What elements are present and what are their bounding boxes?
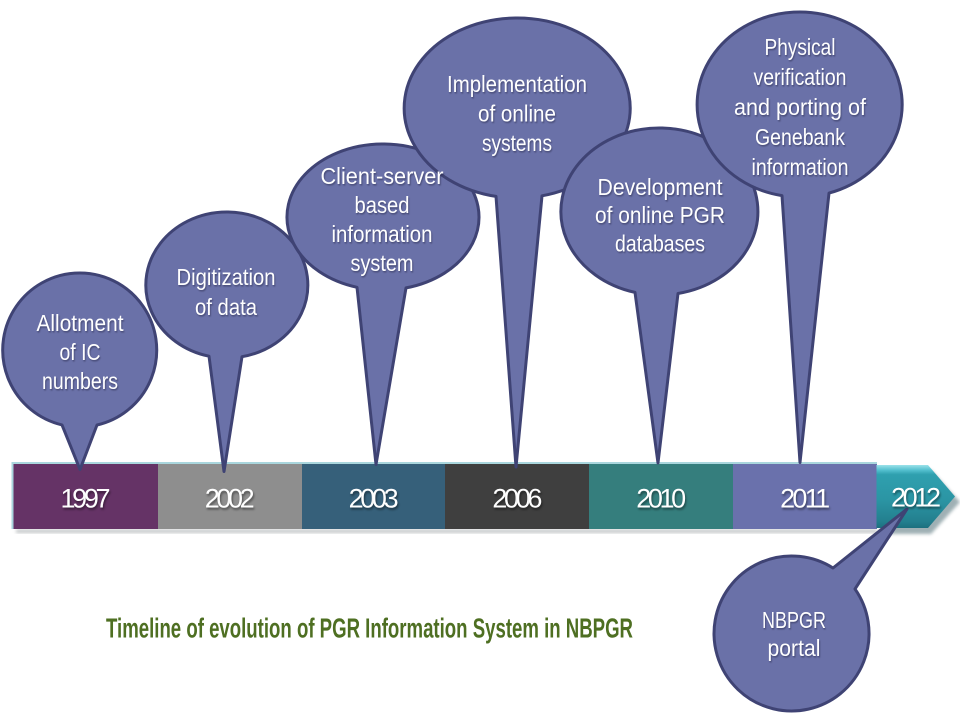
svg-text:2012: 2012 [891,483,941,513]
svg-text:of online: of online [478,101,556,127]
svg-text:2003: 2003 [349,484,399,514]
svg-text:Physical: Physical [765,34,836,60]
svg-text:Implementation: Implementation [447,71,587,97]
svg-text:2011: 2011 [780,484,830,514]
svg-text:Timeline of evolution of PGR I: Timeline of evolution of PGR Information… [106,613,633,644]
svg-text:2006: 2006 [492,484,542,514]
svg-text:system: system [351,250,414,276]
svg-text:Genebank: Genebank [755,124,845,150]
svg-text:portal: portal [768,635,821,661]
svg-text:Allotment: Allotment [37,310,125,336]
svg-text:of online PGR: of online PGR [595,202,725,228]
svg-text:based: based [355,192,410,218]
svg-text:Digitization: Digitization [177,264,276,290]
svg-text:1997: 1997 [61,484,111,514]
svg-text:and porting of: and porting of [734,94,867,120]
svg-text:of data: of data [195,294,257,320]
svg-text:Development: Development [598,174,724,200]
svg-text:Client-server: Client-server [321,163,444,189]
svg-text:of IC: of IC [60,339,101,365]
svg-text:2002: 2002 [205,484,255,514]
svg-text:verification: verification [754,64,847,90]
svg-text:information: information [332,221,433,247]
svg-text:systems: systems [482,130,552,156]
svg-text:information: information [752,154,849,180]
svg-text:NBPGR: NBPGR [762,607,826,633]
svg-text:databases: databases [615,231,705,257]
svg-text:numbers: numbers [42,368,118,394]
svg-text:2010: 2010 [636,484,686,514]
